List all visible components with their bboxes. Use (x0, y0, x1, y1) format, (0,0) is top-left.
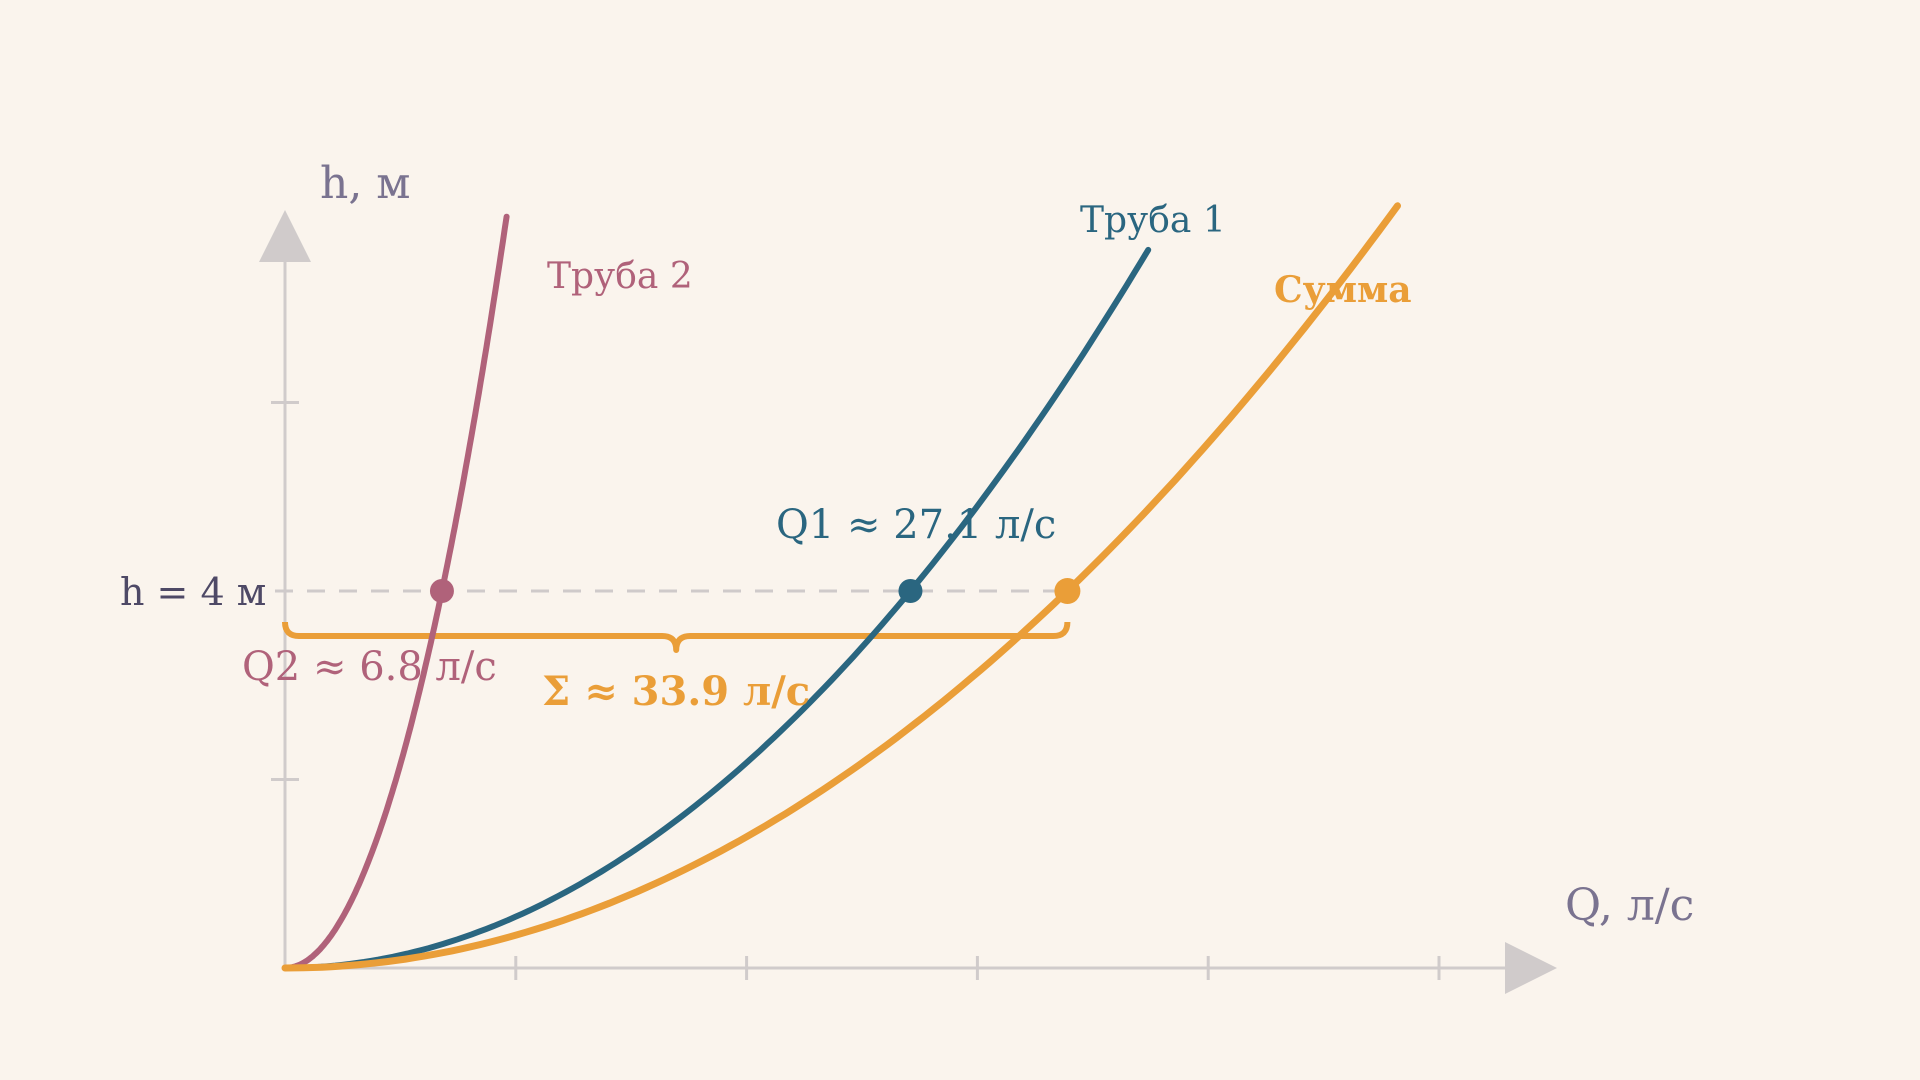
x-ticks (514, 956, 1441, 980)
point-pipe-2 (429, 579, 454, 603)
point-pipe-1 (898, 579, 923, 603)
curve-sum (281, 202, 1401, 972)
y-axis-label: h, м (320, 158, 411, 209)
level-group: h = 4 м (120, 570, 1068, 614)
y-ticks (271, 401, 299, 781)
axes: Q, л/с h, м (259, 158, 1694, 994)
intersection-points (429, 578, 1081, 604)
point-sum (1054, 578, 1081, 604)
y-axis-arrow (259, 210, 311, 262)
level-label: h = 4 м (120, 570, 266, 614)
flow-label-pipe-2: Q2 ≈ 6.8 л/с (242, 644, 497, 690)
curve-pipe-2 (282, 213, 510, 971)
curve-pipe-1 (282, 246, 1152, 971)
series-label-pipe-1: Труба 1 (1080, 200, 1226, 241)
flow-label-sum: Σ ≈ 33.9 л/с (542, 668, 810, 715)
series-label-pipe-2: Труба 2 (547, 256, 693, 297)
flow-label-pipe-1: Q1 ≈ 27.1 л/с (776, 502, 1056, 548)
x-axis-arrow (1505, 942, 1557, 994)
labels: Труба 2 Труба 1 Сумма Q1 ≈ 27.1 л/с Q2 ≈… (242, 200, 1412, 715)
curves (281, 202, 1401, 972)
x-axis-label: Q, л/с (1565, 880, 1694, 931)
sum-brace-group (282, 621, 1071, 653)
sum-brace (282, 621, 1071, 653)
series-label-sum: Сумма (1274, 269, 1412, 311)
